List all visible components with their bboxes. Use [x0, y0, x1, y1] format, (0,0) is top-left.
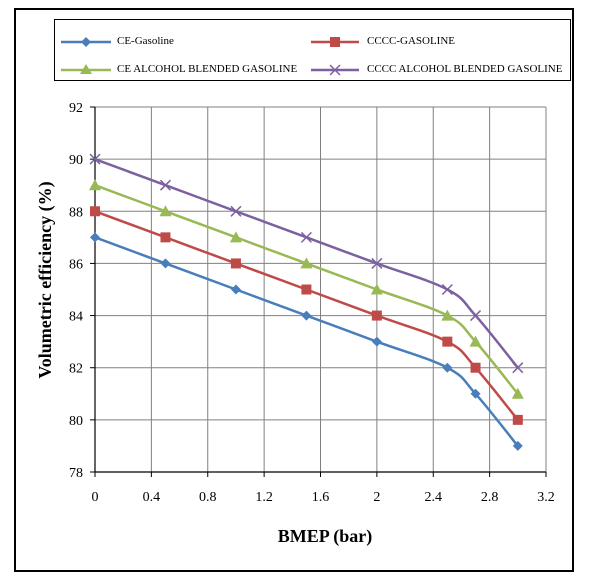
y-axis-label: Volumetric efficiency (%)	[35, 181, 56, 378]
x-tick-label: 2.4	[425, 490, 443, 505]
data-point-ce-gasoline	[470, 388, 481, 399]
data-point-ce-gasoline	[442, 362, 453, 373]
y-tick-label: 86	[69, 257, 83, 272]
legend: CE-Gasoline CCCC-GASOLINE CE ALCOHOL BLE…	[54, 19, 571, 81]
x-tick-label: 3.2	[537, 490, 555, 505]
x-tick-label: 0.4	[143, 490, 161, 505]
x-axis-label: BMEP (bar)	[278, 526, 373, 547]
data-point-ce-gasoline	[230, 284, 241, 295]
data-point-cccc-gasoline	[470, 362, 481, 373]
chart-frame: CE-Gasoline CCCC-GASOLINE CE ALCOHOL BLE…	[14, 8, 574, 572]
legend-label-cccc-gasoline: CCCC-GASOLINE	[367, 35, 456, 47]
x-tick-label: 1.6	[312, 490, 330, 505]
y-tick-label: 80	[69, 414, 83, 429]
data-point-cccc-alcohol-blended-gasoline	[512, 362, 524, 374]
data-point-ce-gasoline	[160, 258, 171, 269]
series-line-ce-gasoline	[94, 236, 519, 447]
x-tick-label: 2	[373, 490, 380, 505]
data-point-cccc-gasoline	[230, 258, 241, 269]
y-tick-label: 92	[69, 101, 83, 116]
data-point-ce-gasoline	[512, 440, 523, 451]
data-point-ce-alcohol-blended-gasoline	[229, 231, 242, 243]
y-tick-label: 88	[69, 205, 83, 220]
legend-marker-cccc-alcohol	[329, 64, 341, 76]
data-point-cccc-alcohol-blended-gasoline	[230, 205, 242, 217]
data-point-ce-alcohol-blended-gasoline	[300, 257, 313, 269]
x-tick-label: 0	[92, 490, 99, 505]
data-point-cccc-alcohol-blended-gasoline	[371, 257, 383, 269]
legend-marker-cccc-gasoline	[330, 37, 340, 47]
x-tick-label: 2.8	[481, 490, 499, 505]
legend-label-cccc-alcohol: CCCC ALCOHOL BLENDED GASOLINE	[367, 63, 563, 75]
data-point-ce-alcohol-blended-gasoline	[469, 335, 482, 347]
data-point-ce-alcohol-blended-gasoline	[370, 283, 383, 295]
data-point-ce-gasoline	[371, 336, 382, 347]
legend-marker-ce-gasoline	[81, 37, 91, 47]
data-point-cccc-alcohol-blended-gasoline	[441, 283, 453, 296]
x-tick-label: 0.8	[199, 490, 217, 505]
legend-swatches	[61, 37, 359, 76]
tick-labels: 78 80 82 84 86 88 90 92 0 0.4 0.8 1.2 1.6 2 2.4 2.8 3.2	[69, 101, 555, 505]
data-point-cccc-gasoline	[90, 206, 100, 217]
series-line-ce-alcohol-blended-gasoline	[94, 184, 519, 395]
data-point-ce-gasoline	[90, 232, 100, 243]
data-point-cccc-alcohol-blended-gasoline	[89, 153, 101, 165]
data-point-cccc-gasoline	[371, 310, 382, 321]
y-tick-label: 78	[69, 466, 83, 481]
data-point-ce-alcohol-blended-gasoline	[511, 387, 524, 399]
y-tick-label: 84	[69, 310, 83, 325]
y-tick-label: 82	[69, 362, 83, 377]
data-point-cccc-gasoline	[160, 232, 171, 243]
data-point-cccc-alcohol-blended-gasoline	[300, 231, 312, 243]
data-point-cccc-alcohol-blended-gasoline	[159, 179, 171, 191]
legend-label-ce-gasoline: CE-Gasoline	[117, 35, 174, 47]
x-tick-label: 1.2	[255, 490, 273, 505]
data-point-cccc-gasoline	[442, 336, 453, 347]
series-group	[89, 153, 524, 451]
legend-label-ce-alcohol: CE ALCOHOL BLENDED GASOLINE	[117, 63, 298, 75]
data-point-ce-alcohol-blended-gasoline	[89, 179, 101, 191]
legend-marker-ce-alcohol	[80, 64, 92, 74]
y-tick-label: 90	[69, 153, 83, 168]
axes	[90, 106, 547, 477]
data-point-cccc-gasoline	[512, 414, 523, 425]
data-point-ce-alcohol-blended-gasoline	[441, 309, 454, 321]
data-point-ce-gasoline	[301, 310, 312, 321]
data-point-ce-alcohol-blended-gasoline	[159, 205, 172, 217]
grid	[95, 106, 547, 472]
data-point-cccc-gasoline	[301, 284, 312, 295]
data-point-cccc-alcohol-blended-gasoline	[470, 310, 482, 322]
